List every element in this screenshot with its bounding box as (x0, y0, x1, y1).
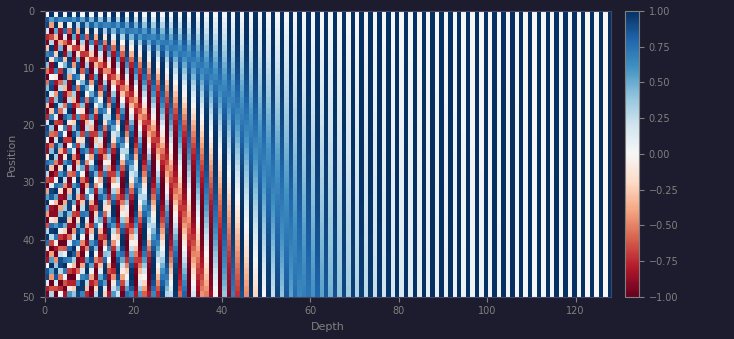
Y-axis label: Position: Position (7, 132, 17, 176)
X-axis label: Depth: Depth (311, 322, 345, 332)
